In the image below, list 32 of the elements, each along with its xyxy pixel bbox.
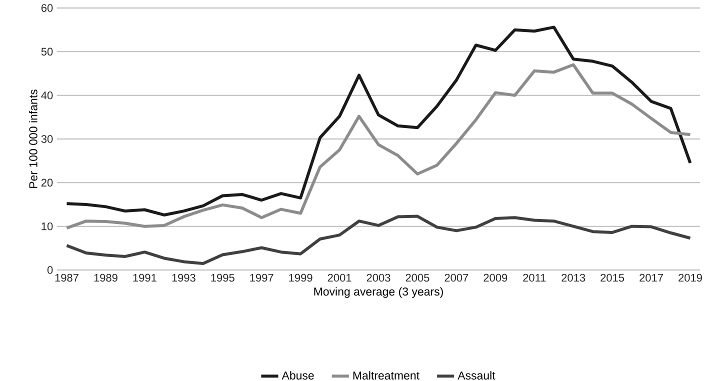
x-tick-label: 2001	[328, 274, 352, 282]
legend-label: Maltreatment	[353, 371, 420, 380]
x-tick-label: 2019	[678, 274, 702, 282]
legend-label: Abuse	[282, 371, 314, 380]
x-tick-label: 2007	[444, 274, 468, 282]
x-tick-label: 2011	[523, 274, 546, 282]
x-tick-label: 1991	[133, 274, 156, 282]
y-axis-title: Per 100 000 infants	[28, 90, 38, 188]
x-tick-label: 2017	[640, 274, 663, 282]
x-tick-label: 1989	[94, 274, 118, 282]
line-series	[65, 63, 692, 230]
x-tick-label: 1995	[211, 274, 234, 282]
y-tick-label: 10	[42, 222, 53, 230]
line-series	[65, 214, 692, 265]
x-tick-label: 2013	[562, 274, 586, 282]
y-tick-label: 50	[41, 48, 53, 56]
x-tick-label: 2005	[406, 274, 430, 282]
x-tick-label: 1987	[55, 274, 78, 282]
line-series	[65, 26, 692, 216]
y-tick-label: 0	[47, 266, 53, 274]
y-tick-label: 60	[41, 4, 53, 12]
legend-label: Assault	[458, 371, 496, 380]
y-tick-label: 20	[41, 178, 53, 187]
x-tick-label: 2003	[366, 274, 390, 282]
x-tick-label: 1999	[289, 274, 312, 282]
x-tick-label: 2015	[600, 274, 624, 282]
y-tick-label: 30	[41, 135, 53, 143]
x-tick-label: 1993	[172, 274, 196, 282]
x-axis-title: Moving average (3 years)	[314, 287, 443, 298]
x-tick-label: 1997	[250, 274, 274, 282]
x-tick-label: 2009	[484, 274, 508, 282]
y-tick-label: 40	[41, 91, 53, 100]
